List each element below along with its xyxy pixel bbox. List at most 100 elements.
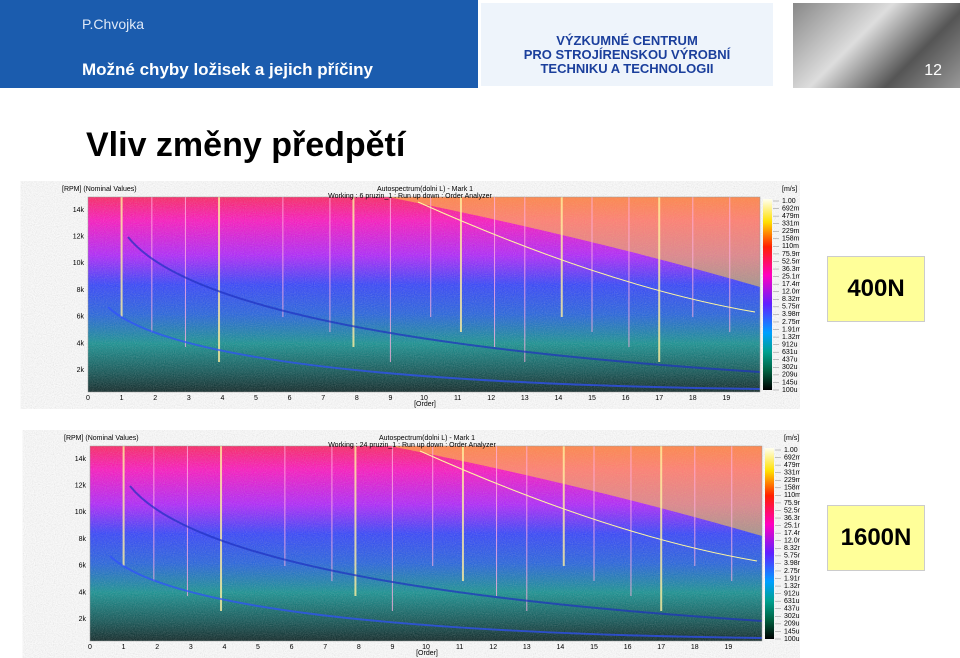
colorbar-label: 912u: [782, 341, 798, 348]
colorbar-label: 145u: [782, 379, 798, 386]
x-tick-label: 16: [624, 644, 632, 651]
colorbar-label: 1.00: [784, 447, 798, 454]
unit-label: [m/s]: [784, 435, 799, 442]
colorbar-label: 229m: [782, 228, 800, 235]
y-tick-label: 14k: [75, 456, 87, 463]
hot-region: [390, 446, 762, 536]
colorbar-label: 12.0m: [784, 538, 800, 545]
x-tick-label: 0: [86, 395, 90, 402]
colorbar-label: 158m: [782, 236, 800, 243]
colorbar-label: 2.75m: [782, 319, 800, 326]
x-tick-label: 5: [254, 395, 258, 402]
x-tick-label: 5: [256, 644, 260, 651]
hot-region: [388, 197, 760, 287]
y-axis-label: [RPM] (Nominal Values): [62, 186, 137, 193]
x-tick-label: 11: [456, 644, 463, 651]
x-tick-label: 4: [220, 395, 224, 402]
institute-line: TECHNIKU A TECHNOLOGII: [540, 61, 714, 76]
colorbar-label: 17.4m: [782, 281, 800, 288]
colorbar-label: 2.75m: [784, 568, 800, 575]
colorbar-label: 75.9m: [784, 500, 800, 507]
x-tick-label: 14: [555, 395, 563, 402]
colorbar-label: 5.75m: [784, 553, 800, 560]
institute-line: VÝZKUMNÉ CENTRUM: [556, 33, 698, 48]
x-tick-label: 14: [557, 644, 565, 651]
y-axis-label: [RPM] (Nominal Values): [64, 435, 139, 442]
x-tick-label: 17: [655, 395, 663, 402]
colorbar-label: 692m: [784, 454, 800, 461]
y-tick-label: 12k: [75, 483, 87, 490]
topic: Možné chyby ložisek a jejich příčiny: [82, 60, 373, 79]
colorbar-label: 158m: [784, 485, 800, 492]
x-tick-label: 17: [657, 644, 665, 651]
x-tick-label: 7: [323, 644, 327, 651]
x-tick-label: 16: [622, 395, 630, 402]
unit-label: [m/s]: [782, 186, 797, 193]
y-tick-label: 8k: [77, 287, 85, 294]
colorbar-label: 5.75m: [782, 304, 800, 311]
harmonic-curve: [127, 236, 761, 373]
colorbar-label: 100u: [784, 636, 800, 643]
colorbar-label: 3.98m: [784, 560, 800, 567]
plot-title: Autospectrum(dolni L) - Mark 1: [379, 435, 475, 442]
institute-box: VÝZKUMNÉ CENTRUM PRO STROJÍRENSKOU VÝROB…: [481, 3, 773, 86]
speed-curve: [419, 450, 758, 562]
colorbar-label: 331m: [782, 221, 800, 228]
colorbar-label: 479m: [784, 462, 800, 469]
colorbar-label: 17.4m: [784, 530, 800, 537]
harmonic-curve: [129, 485, 763, 622]
colorbar-label: 631u: [784, 598, 800, 605]
y-tick-label: 6k: [79, 563, 87, 570]
institute-line: PRO STROJÍRENSKOU VÝROBNÍ: [523, 47, 731, 62]
x-tick-label: 3: [187, 395, 191, 402]
header-photo: 12: [793, 3, 960, 88]
y-tick-label: 2k: [79, 616, 87, 623]
colorbar-label: 437u: [784, 606, 800, 613]
colorbar-label: 1.91m: [784, 575, 800, 582]
colorbar-label: 36.3m: [782, 266, 800, 273]
x-tick-label: 2: [155, 644, 159, 651]
x-tick-label: 12: [489, 644, 497, 651]
x-tick-label: 8: [357, 644, 361, 651]
x-tick-label: 0: [88, 644, 92, 651]
colorbar-label: 1.32m: [782, 334, 800, 341]
colorbar-label: 52.5m: [784, 507, 800, 514]
colorbar-label: 25.1m: [784, 522, 800, 529]
x-tick-label: 4: [222, 644, 226, 651]
y-tick-label: 10k: [73, 260, 85, 267]
y-tick-label: 4k: [77, 340, 85, 347]
colorbar-label: 100u: [782, 387, 798, 394]
author: P.Chvojka: [82, 16, 145, 32]
colorbar-label: 229m: [784, 477, 800, 484]
colorbar-label: 331m: [784, 470, 800, 477]
colorbar-label: 631u: [782, 349, 798, 356]
colorbar-label: 912u: [784, 590, 800, 597]
colorbar-label: 302u: [784, 613, 800, 620]
spectrogram: [RPM] (Nominal Values) Autospectrum(dolni…: [64, 435, 800, 657]
colorbar: [765, 448, 774, 639]
y-tick-label: 10k: [75, 509, 87, 516]
x-tick-label: 9: [388, 395, 392, 402]
x-tick-label: 15: [588, 395, 596, 402]
header-band: P.Chvojka Možné chyby ložisek a jejich p…: [0, 0, 478, 88]
colorbar-label: 302u: [782, 364, 798, 371]
colorbar-label: 692m: [782, 205, 800, 212]
x-tick-label: 18: [691, 644, 699, 651]
x-tick-label: 19: [723, 395, 731, 402]
colorbar-label: 75.9m: [782, 251, 800, 258]
plot-subtitle: Working : 24 pruzin_1 : Run up down : Or…: [328, 442, 496, 449]
y-tick-label: 4k: [79, 589, 87, 596]
x-tick-label: 1: [122, 644, 126, 651]
y-tick-label: 6k: [77, 314, 85, 321]
colorbar-label: 209u: [782, 372, 798, 379]
colorbar-label: 36.3m: [784, 515, 800, 522]
x-tick-label: 19: [725, 644, 733, 651]
preload-label: 1600N: [827, 505, 925, 571]
harmonic-curve: [107, 306, 761, 390]
colorbar-label: 3.98m: [782, 311, 800, 318]
colorbar-label: 12.0m: [782, 289, 800, 296]
page-number: 12: [924, 62, 942, 79]
x-tick-label: 3: [189, 644, 193, 651]
y-tick-label: 2k: [77, 367, 85, 374]
